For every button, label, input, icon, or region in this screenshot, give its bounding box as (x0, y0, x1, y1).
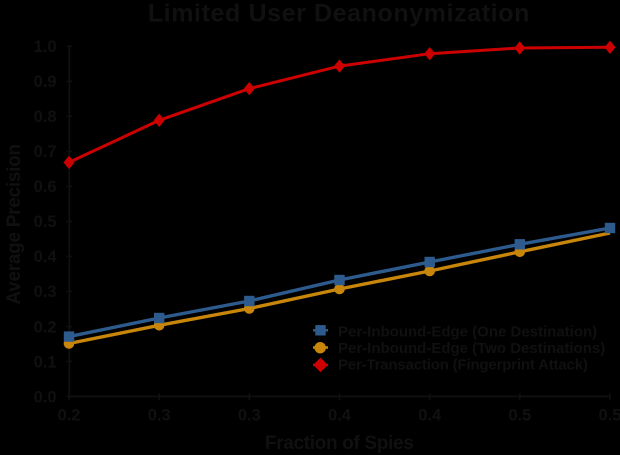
svg-text:0.4: 0.4 (328, 406, 352, 424)
svg-text:Per-Transaction (Fingerprint A: Per-Transaction (Fingerprint Attack) (338, 357, 588, 374)
svg-text:Per-Inbound-Edge (One Destinat: Per-Inbound-Edge (One Destination) (338, 324, 597, 341)
svg-text:0.1: 0.1 (34, 353, 57, 371)
svg-text:0.4: 0.4 (418, 406, 442, 424)
svg-text:0.3: 0.3 (238, 406, 261, 424)
svg-text:0.0: 0.0 (34, 388, 57, 406)
svg-text:0.5: 0.5 (508, 406, 531, 424)
svg-text:0.2: 0.2 (58, 406, 81, 424)
svg-text:0.3: 0.3 (34, 283, 57, 301)
svg-text:Fraction of Spies: Fraction of Spies (265, 433, 414, 454)
svg-text:0.5: 0.5 (599, 406, 620, 424)
svg-text:Average Precision: Average Precision (4, 144, 25, 304)
svg-text:0.4: 0.4 (34, 248, 58, 266)
svg-text:1.0: 1.0 (34, 38, 57, 56)
svg-text:0.5: 0.5 (34, 213, 57, 231)
svg-text:0.7: 0.7 (34, 143, 57, 161)
svg-text:0.2: 0.2 (34, 318, 57, 336)
svg-text:0.3: 0.3 (148, 406, 171, 424)
svg-text:Per-Inbound-Edge (Two Destinat: Per-Inbound-Edge (Two Destinations) (338, 340, 605, 357)
svg-text:0.6: 0.6 (34, 178, 57, 196)
svg-text:0.9: 0.9 (34, 73, 57, 91)
svg-text:Limited User Deanonymization: Limited User Deanonymization (148, 0, 530, 28)
svg-text:0.8: 0.8 (34, 108, 57, 126)
